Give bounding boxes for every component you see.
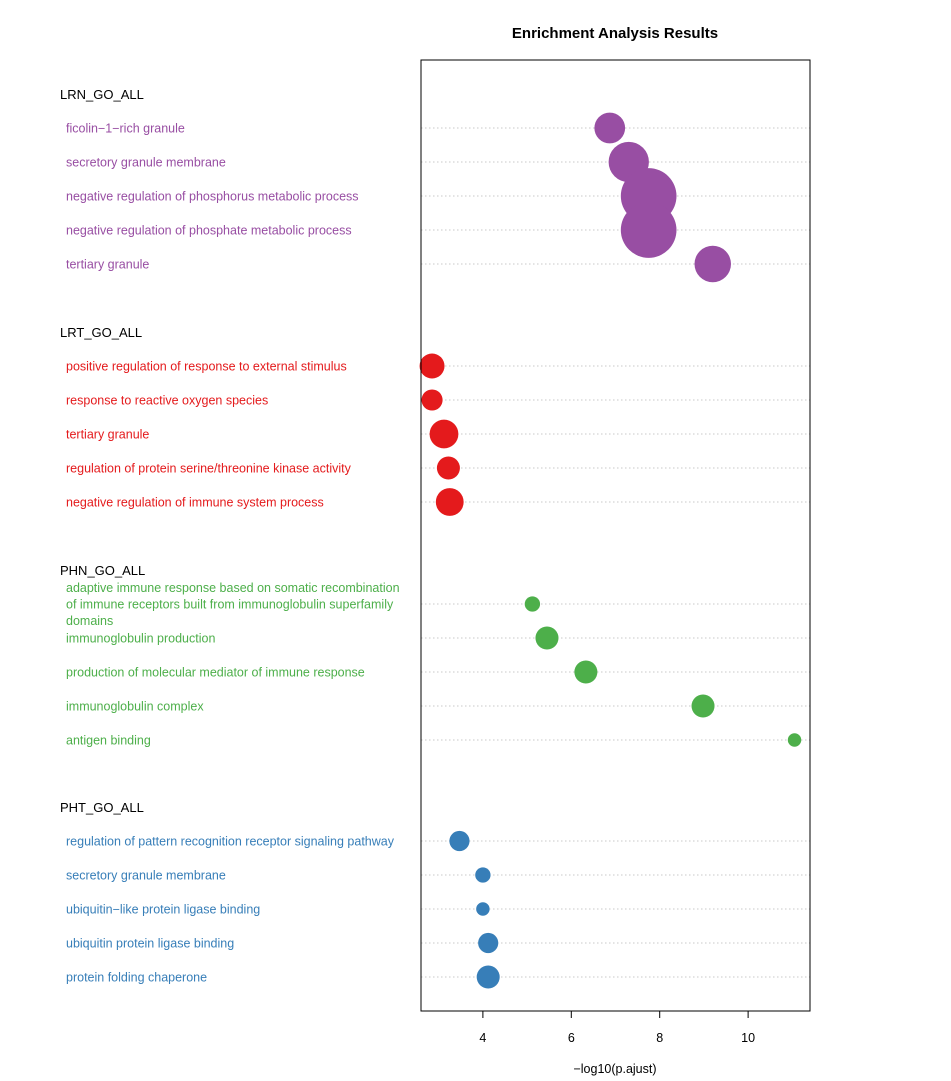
data-point	[594, 112, 626, 144]
data-point	[787, 733, 802, 747]
term-label: response to reactive oxygen species	[66, 394, 268, 408]
data-point	[476, 965, 500, 989]
data-point	[475, 867, 491, 883]
term-label: protein folding chaperone	[66, 971, 207, 985]
chart-title: Enrichment Analysis Results	[512, 25, 718, 42]
x-tick-label: 8	[656, 1031, 663, 1045]
term-label: tertiary granule	[66, 428, 149, 442]
data-point	[478, 932, 499, 954]
x-tick-label: 6	[568, 1031, 575, 1045]
grid-lines	[421, 127, 810, 978]
data-point	[436, 456, 460, 480]
term-label: negative regulation of immune system pro…	[66, 496, 324, 510]
data-point	[535, 626, 559, 650]
data-points	[419, 112, 802, 989]
data-point	[449, 830, 470, 852]
group-label: LRN_GO_ALL	[60, 87, 144, 102]
term-label: negative regulation of phosphate metabol…	[66, 224, 352, 238]
term-label: tertiary granule	[66, 258, 149, 272]
data-point	[691, 694, 715, 718]
group-label: LRT_GO_ALL	[60, 325, 142, 340]
term-label: immunoglobulin production	[66, 632, 215, 646]
data-point	[620, 202, 677, 258]
data-point	[476, 902, 490, 916]
term-label: of immune receptors built from immunoglo…	[66, 598, 394, 612]
term-label: production of molecular mediator of immu…	[66, 666, 365, 680]
term-label: positive regulation of response to exter…	[66, 360, 347, 374]
term-label: negative regulation of phosphorus metabo…	[66, 190, 359, 204]
term-label: immunoglobulin complex	[66, 700, 204, 714]
term-label: domains	[66, 614, 113, 628]
x-tick-label: 4	[479, 1031, 486, 1045]
term-label: secretory granule membrane	[66, 869, 226, 883]
data-point	[574, 660, 598, 684]
term-labels: LRN_GO_ALL ficolin−1−rich granule secretor…	[60, 87, 400, 985]
term-label: ubiquitin protein ligase binding	[66, 937, 234, 951]
term-label: antigen binding	[66, 734, 151, 748]
data-point	[421, 389, 443, 411]
term-label: regulation of protein serine/threonine k…	[66, 462, 352, 476]
term-label: adaptive immune response based on somati…	[66, 581, 400, 595]
data-point	[524, 596, 541, 612]
data-point	[435, 488, 464, 516]
data-point	[419, 353, 445, 379]
term-label: ficolin−1−rich granule	[66, 122, 185, 136]
x-tick-label: 10	[741, 1031, 755, 1045]
group-label: PHN_GO_ALL	[60, 563, 145, 578]
term-label: regulation of pattern recognition recept…	[66, 835, 395, 849]
data-point	[429, 419, 459, 449]
data-point	[694, 245, 731, 283]
x-axis: 4 6 8 10	[479, 1010, 755, 1045]
group-label: PHT_GO_ALL	[60, 800, 144, 815]
term-label: secretory granule membrane	[66, 156, 226, 170]
x-axis-title: −log10(p.ajust)	[573, 1062, 656, 1076]
term-label: ubiquitin−like protein ligase binding	[66, 903, 260, 917]
